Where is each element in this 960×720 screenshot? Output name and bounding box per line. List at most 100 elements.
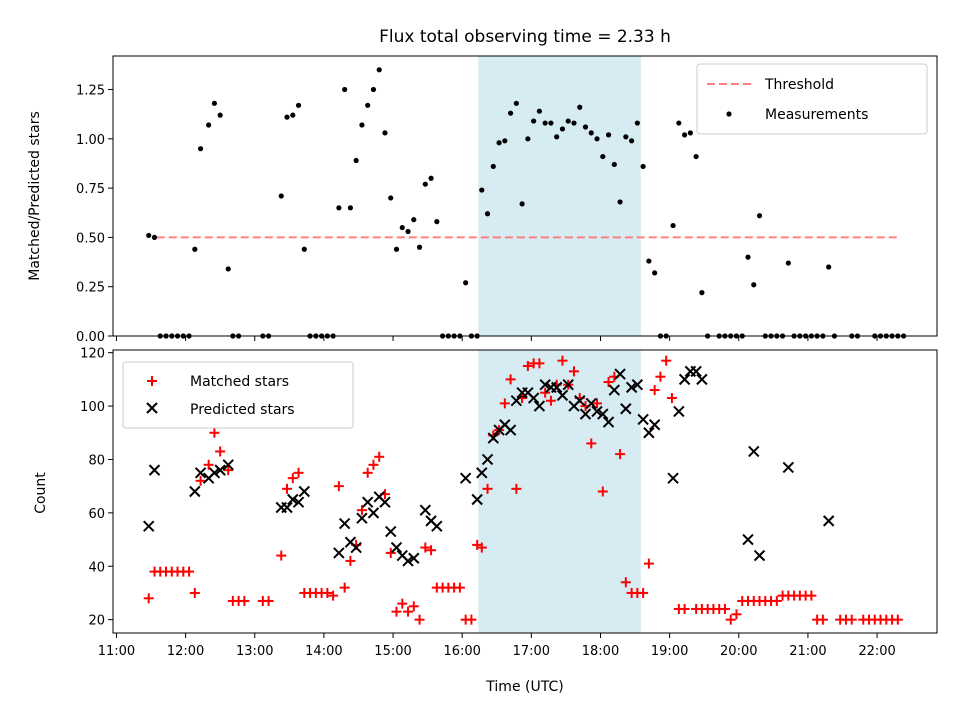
measurement-point (513, 100, 519, 106)
matched-star-point (522, 361, 533, 372)
measurement-point (693, 153, 699, 160)
predicted-star-point (194, 467, 207, 479)
predicted-star-point (189, 485, 201, 498)
measurement-point (634, 120, 640, 126)
measurement-point (785, 260, 791, 266)
matched-star-point (143, 593, 154, 604)
measurement-point (365, 102, 371, 108)
y-tick-label: 20 (88, 614, 105, 629)
predicted-star-point (597, 408, 609, 420)
matched-star-point (420, 542, 431, 553)
predicted-star-point (292, 496, 305, 508)
measurement-point (278, 193, 284, 199)
y-tick-label: 0.75 (76, 182, 105, 197)
predicted-star-point (350, 541, 362, 554)
matched-star-point (592, 398, 603, 409)
predicted-star-point (367, 507, 380, 519)
predicted-star-point (527, 392, 540, 404)
measurement-point (428, 175, 434, 181)
measurement-point (676, 120, 682, 126)
measurement-point (484, 211, 491, 217)
measurement-point (652, 270, 658, 276)
matched-star-point (322, 587, 333, 598)
matched-star-point (282, 483, 293, 494)
matched-star-point (649, 385, 660, 396)
top-shaded-span (478, 56, 641, 336)
predicted-star-point (667, 472, 679, 484)
matched-star-point (534, 358, 545, 369)
predicted-star-point (648, 419, 661, 431)
measurement-point (629, 138, 635, 144)
predicted-star-point (281, 501, 293, 514)
y-tick-label: 1.25 (76, 84, 105, 99)
measurement-point (826, 264, 832, 270)
matched-star-point (817, 614, 828, 625)
measurement-point (611, 161, 617, 168)
x-tick-label: 22:00 (858, 644, 895, 659)
predicted-star-point (637, 413, 649, 426)
predicted-star-point (748, 445, 760, 458)
measurement-point (670, 222, 676, 229)
predicted-star-point (143, 520, 155, 532)
matched-star-point (195, 475, 206, 486)
measurement-point (479, 187, 485, 193)
measurement-point (290, 112, 296, 118)
matched-star-point (666, 393, 677, 404)
predicted-star-point (643, 427, 655, 439)
measurement-point (225, 266, 231, 272)
matched-star-point (408, 601, 419, 612)
measurement-point (577, 104, 583, 110)
x-tick-label: 17:00 (513, 644, 550, 659)
x-tick-label: 21:00 (789, 644, 826, 659)
y-tick-label: 80 (88, 453, 105, 468)
bottom-x-axis: 11:00 12:00 13:00 14:00 15:00 16:00 17:00 18:00… (98, 633, 896, 659)
predicted-star-point (504, 424, 517, 436)
measurement-point (347, 205, 354, 211)
predicted-star-point (298, 485, 311, 498)
matched-star-point (209, 427, 220, 438)
measurement-point (388, 195, 394, 201)
predicted-star-point (631, 379, 644, 391)
bottom-legend: Matched stars Predicted stars (122, 361, 354, 429)
matched-star-point (223, 465, 234, 476)
measurement-point (206, 122, 212, 128)
matched-star-point (263, 595, 274, 606)
matched-star-point (368, 459, 379, 470)
matched-star-point (466, 614, 477, 625)
predicted-star-point (408, 552, 420, 564)
matched-star-point (643, 558, 654, 569)
measurement-point (416, 244, 423, 250)
matched-star-point (454, 582, 465, 593)
legend-matched-swatch (147, 376, 157, 386)
predicted-star-point (148, 464, 161, 476)
matched-star-point (505, 374, 516, 385)
x-tick-label: 20:00 (720, 644, 757, 659)
predicted-star-point (585, 397, 597, 410)
top-legend: Threshold Measurements (696, 63, 928, 135)
measurement-point (548, 120, 554, 126)
matched-star-point (725, 614, 736, 625)
predicted-star-point (574, 395, 586, 407)
measurement-point (623, 134, 629, 140)
predicted-star-point (333, 547, 345, 559)
matched-star-point (638, 587, 649, 598)
measurement-point (411, 217, 417, 223)
y-tick-label: 120 (80, 347, 105, 362)
predicted-star-point (625, 381, 638, 394)
predicted-star-point (742, 533, 754, 546)
matched-star-point (345, 555, 356, 566)
measurement-point (745, 254, 751, 260)
measurement-point (376, 67, 382, 73)
y-tick-label: 100 (80, 400, 105, 415)
matched-star-point (476, 542, 487, 553)
x-tick-label: 11:00 (98, 644, 135, 659)
matched-star-point (679, 603, 690, 614)
matched-star-point (586, 438, 597, 449)
matched-star-point (239, 595, 250, 606)
predicted-star-point (539, 379, 551, 391)
predicted-star-point (476, 467, 488, 479)
predicted-star-point (459, 472, 472, 484)
measurement-point (519, 201, 525, 207)
matched-star-point (731, 609, 742, 620)
measurement-point (496, 140, 502, 146)
